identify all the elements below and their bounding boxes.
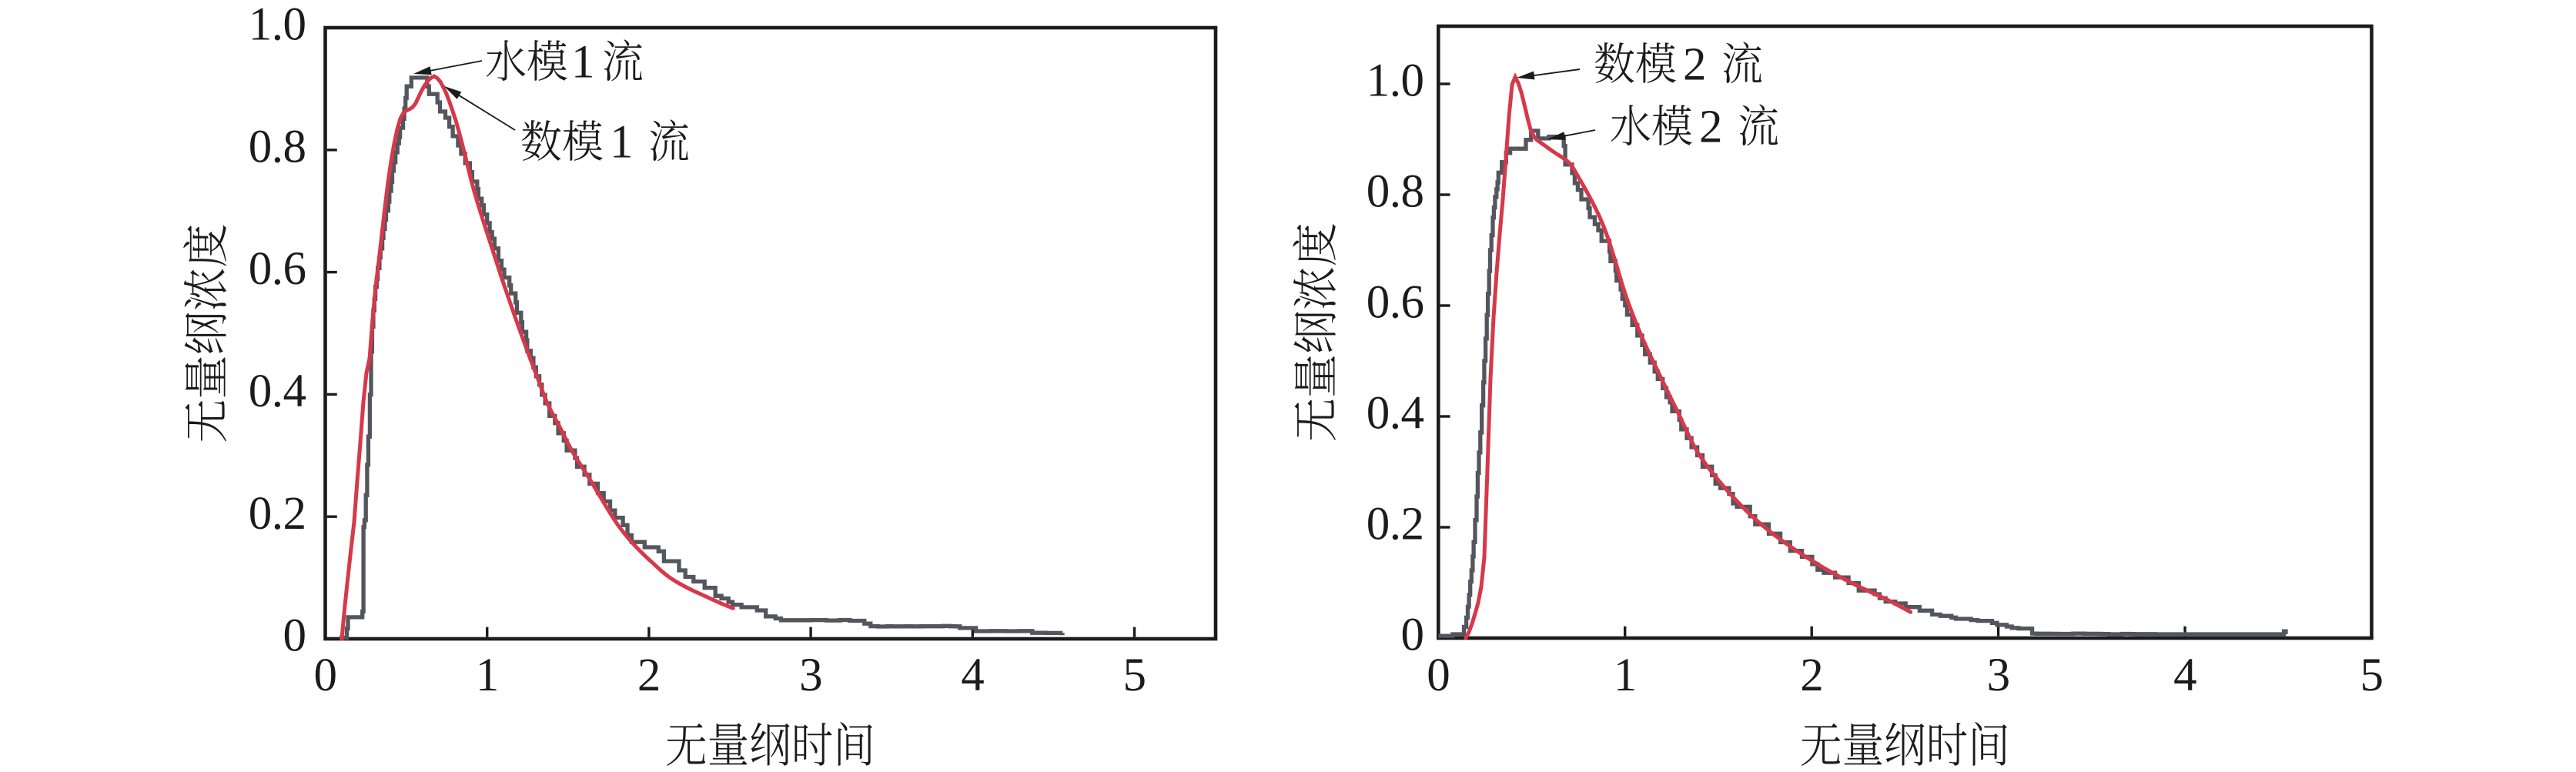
svg-text:0.8: 0.8 (249, 121, 306, 172)
svg-text:0.2: 0.2 (249, 488, 306, 540)
svg-text:0: 0 (314, 650, 337, 701)
svg-text:5: 5 (1123, 650, 1146, 701)
svg-text:4: 4 (961, 650, 984, 701)
svg-text:4: 4 (2173, 650, 2196, 701)
svg-text:1: 1 (610, 117, 634, 169)
svg-text:1: 1 (476, 650, 499, 701)
svg-text:1: 1 (571, 37, 595, 89)
svg-text:0.2: 0.2 (1367, 499, 1424, 550)
svg-text:3: 3 (799, 650, 822, 701)
svg-text:2: 2 (1699, 102, 1723, 153)
svg-text:0: 0 (283, 610, 306, 662)
svg-text:1.0: 1.0 (1367, 55, 1424, 107)
svg-text:2: 2 (1800, 650, 1823, 701)
svg-text:1: 1 (1614, 650, 1637, 701)
svg-text:0: 0 (1427, 650, 1450, 701)
svg-text:3: 3 (1987, 650, 2010, 701)
svg-text:1.0: 1.0 (249, 0, 306, 51)
svg-text:0.6: 0.6 (1367, 277, 1424, 329)
svg-text:5: 5 (2360, 650, 2384, 701)
svg-text:2: 2 (637, 650, 661, 701)
svg-text:0.4: 0.4 (1367, 388, 1424, 439)
svg-text:0.4: 0.4 (249, 366, 306, 417)
svg-text:0: 0 (1401, 610, 1424, 661)
svg-text:0.6: 0.6 (249, 243, 306, 295)
svg-text:0.8: 0.8 (1367, 166, 1424, 218)
svg-text:2: 2 (1683, 39, 1707, 91)
